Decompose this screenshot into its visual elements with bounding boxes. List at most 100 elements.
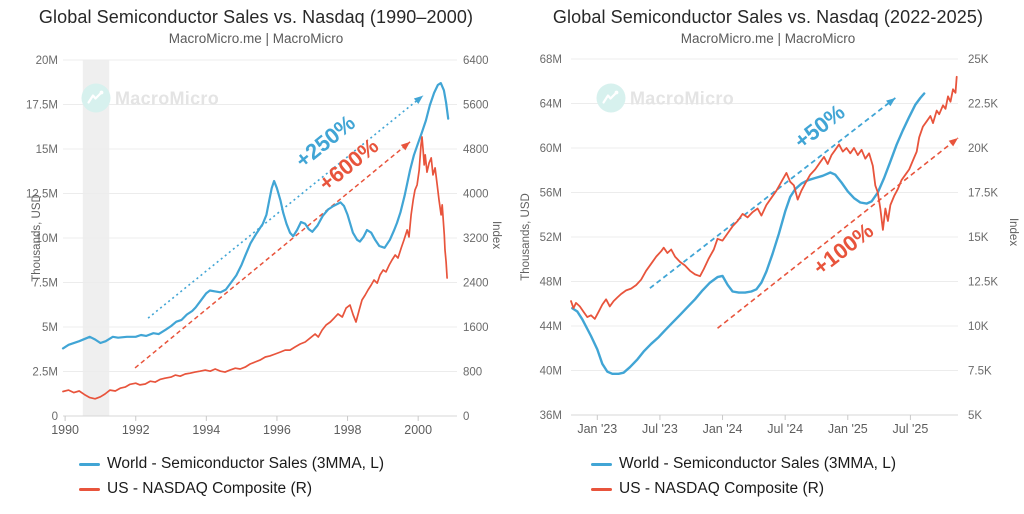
x-tick-label: Jul '24 (767, 422, 803, 436)
y-right-tick-label: 10K (968, 321, 989, 333)
trend-arrow-line (147, 94, 424, 319)
y-left-axis-title: Thousands, USD (31, 194, 43, 282)
chart-card-1990s: Global Semiconductor Sales vs. Nasdaq (1… (26, 7, 502, 501)
x-tick-label: 2000 (404, 423, 432, 437)
y-left-tick-label: 0 (52, 411, 58, 423)
y-right-tick-label: 17.5K (968, 188, 998, 200)
y-left-tick-label: 64M (540, 99, 562, 111)
legend: World - Semiconductor Sales (3MMA, L) US… (79, 452, 384, 501)
legend-label-semiconductor: World - Semiconductor Sales (3MMA, L) (619, 455, 897, 472)
x-tick-label: 1992 (122, 423, 150, 437)
y-left-axis: 0 2.5M 5M 7.5M 10M 12.5M 15M 17.5M 20M (26, 55, 58, 423)
y-left-tick-label: 40M (540, 366, 562, 378)
y-right-axis: 0 800 1600 2400 3200 4000 4800 5600 6400 (463, 55, 489, 423)
legend-swatch-nasdaq (591, 487, 612, 491)
y-right-tick-label: 4800 (463, 144, 489, 156)
legend-item-nasdaq[interactable]: US - NASDAQ Composite (R) (591, 477, 896, 501)
y-left-tick-label: 56M (540, 188, 562, 200)
y-left-tick-label: 12.5M (26, 189, 58, 201)
trend-arrow-line (717, 137, 959, 329)
y-left-tick-label: 2.5M (32, 367, 58, 379)
legend: World - Semiconductor Sales (3MMA, L) US… (591, 452, 896, 501)
chart-title: Global Semiconductor Sales vs. Nasdaq (1… (38, 7, 474, 27)
y-left-tick-label: 44M (540, 321, 562, 333)
y-right-tick-label: 4000 (463, 189, 489, 201)
trend-arrow-head (400, 141, 411, 151)
y-left-axis: 36M 40M 44M 48M 52M 56M 60M 64M 68M (540, 54, 562, 422)
semiconductor-series-line (571, 92, 926, 375)
x-tick-label: 1994 (192, 423, 220, 437)
watermark-text: MacroMicro (115, 89, 219, 109)
x-tick-label: Jan '25 (828, 422, 868, 436)
nasdaq-series-line (570, 75, 958, 320)
legend-item-semiconductor[interactable]: World - Semiconductor Sales (3MMA, L) (79, 452, 384, 476)
y-right-tick-label: 12.5K (968, 277, 998, 289)
chart-plot-area-2020s: Jan '23 Jul '23 Jan '24 Jul '24 Jan '25 Jul '… (520, 54, 1019, 436)
y-right-tick-label: 20K (968, 143, 989, 155)
y-left-tick-label: 52M (540, 232, 562, 244)
y-left-tick-label: 7.5M (32, 278, 58, 290)
y-right-tick-label: 15K (968, 232, 989, 244)
trend-arrow-line (134, 141, 411, 369)
y-right-axis: 5K 7.5K 10K 12.5K 15K 17.5K 20K 22.5K 25K (968, 54, 998, 422)
x-tick-label: 1996 (263, 423, 291, 437)
y-right-tick-label: 1600 (463, 322, 489, 334)
semiconductor-series-line (61, 81, 450, 350)
legend-swatch-semiconductor (79, 462, 100, 466)
gridlines (571, 58, 958, 416)
chart-card-2020s: Global Semiconductor Sales vs. Nasdaq (2… (512, 0, 1024, 514)
y-left-tick-label: 36M (540, 410, 562, 422)
y-left-tick-label: 5M (42, 322, 58, 334)
y-right-tick-label: 0 (463, 411, 469, 423)
y-right-tick-label: 800 (463, 367, 482, 379)
legend-label-nasdaq: US - NASDAQ Composite (R) (619, 480, 824, 497)
x-tick-label: Jul '25 (893, 422, 929, 436)
y-right-tick-label: 6400 (463, 55, 489, 67)
trend-arrow-head (886, 97, 896, 107)
y-left-tick-label: 17.5M (26, 100, 58, 112)
chart-subtitle: MacroMicro.me | MacroMicro (168, 31, 344, 46)
legend-swatch-nasdaq (79, 487, 100, 491)
trend-arrow-head (948, 137, 958, 147)
y-right-axis-title: Index (490, 221, 502, 249)
x-tick-label: Jan '24 (703, 422, 743, 436)
watermark-chart-dot (99, 90, 104, 95)
y-left-tick-label: 48M (540, 277, 562, 289)
y-right-tick-label: 5600 (463, 100, 489, 112)
x-axis: 1990 1992 1994 1996 1998 2000 (51, 416, 432, 437)
y-left-tick-label: 60M (540, 143, 562, 155)
legend-swatch-semiconductor (591, 462, 612, 466)
x-tick-label: 1998 (334, 423, 362, 437)
y-left-axis-title: Thousands, USD (520, 193, 532, 281)
x-tick-label: Jan '23 (577, 422, 617, 436)
trend-arrow-line (649, 97, 896, 289)
y-right-tick-label: 3200 (463, 233, 489, 245)
watermark-chart-line (602, 91, 618, 104)
chart-title: Global Semiconductor Sales vs. Nasdaq (2… (552, 7, 984, 27)
watermark-chart-dot (614, 90, 619, 95)
y-left-tick-label: 15M (36, 144, 58, 156)
y-right-tick-label: 5K (968, 410, 982, 422)
y-right-tick-label: 2400 (463, 278, 489, 290)
legend-label-nasdaq: US - NASDAQ Composite (R) (107, 480, 312, 497)
legend-item-nasdaq[interactable]: US - NASDAQ Composite (R) (79, 477, 384, 501)
legend-item-semiconductor[interactable]: World - Semiconductor Sales (3MMA, L) (591, 452, 896, 476)
y-left-tick-label: 20M (36, 55, 58, 67)
y-right-tick-label: 7.5K (968, 366, 992, 378)
macromicro-watermark: MacroMicro (596, 83, 734, 113)
y-right-axis-title: Index (1007, 218, 1019, 246)
y-right-tick-label: 25K (968, 54, 989, 66)
y-left-tick-label: 10M (36, 233, 58, 245)
watermark-text: MacroMicro (630, 89, 734, 109)
chart-plot-area-1990s: 1990 1992 1994 1996 1998 2000 0 2.5M 5M 7.5M 10M 12… (26, 55, 502, 437)
nasdaq-series-line (62, 136, 448, 400)
y-right-tick-label: 22.5K (968, 99, 998, 111)
macromicro-watermark: MacroMicro (81, 83, 219, 113)
watermark-chart-line (87, 91, 103, 104)
gridlines (63, 59, 457, 417)
x-tick-label: 1990 (51, 423, 79, 437)
legend-label-semiconductor: World - Semiconductor Sales (3MMA, L) (107, 455, 385, 472)
y-left-tick-label: 68M (540, 54, 562, 66)
x-axis: Jan '23 Jul '23 Jan '24 Jul '24 Jan '25 Jul '… (577, 415, 928, 436)
